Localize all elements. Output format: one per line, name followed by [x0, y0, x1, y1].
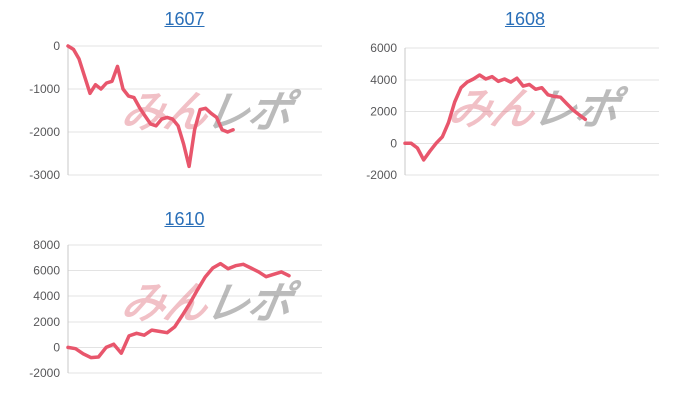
- payout-line: [403, 73, 588, 162]
- y-tick-label: 0: [53, 340, 60, 354]
- chart-title-link-1610[interactable]: 1610: [164, 209, 205, 229]
- y-tick-label: 8000: [33, 238, 60, 252]
- y-tick-label: 4000: [33, 289, 60, 303]
- payout-line: [66, 261, 291, 360]
- chart-title-row: 1607: [19, 9, 350, 30]
- line-chart-1610: 8000 6000 4000 2000 0 -2000 みんレポ: [29, 238, 322, 380]
- y-tick-label: 2000: [33, 315, 60, 329]
- chart-panel-1608: 1608 6000 4000 2000 0 -2000 みんレポ: [350, 0, 700, 200]
- svg-text:みんレポ: みんレポ: [118, 88, 303, 137]
- minrepo-watermark: みんレポ: [118, 88, 303, 137]
- y-tick-label: -3000: [29, 168, 60, 182]
- chart-title-link-1608[interactable]: 1608: [504, 9, 546, 29]
- svg-text:みんレポ: みんレポ: [118, 279, 303, 328]
- y-tick-label: 6000: [33, 264, 60, 278]
- payout-line: [66, 44, 235, 169]
- chart-panel-1607: 1607 0 -1000 -2000 -3000 みんレポ: [0, 0, 350, 200]
- chart-title-row: 1610: [19, 209, 350, 230]
- y-tick-label: -2000: [29, 366, 60, 380]
- y-tick-label: -2000: [29, 125, 60, 139]
- chart-panel-1610: 1610 8000 6000 4000 2000 0 -2000 みんレポ: [0, 200, 350, 400]
- y-tick-label: -2000: [366, 168, 397, 182]
- svg-text:みんレポ: みんレポ: [445, 85, 630, 134]
- y-tick-label: 0: [390, 136, 397, 150]
- line-chart-1608: 6000 4000 2000 0 -2000 みんレポ: [366, 41, 659, 182]
- chart-title-link-1607[interactable]: 1607: [164, 9, 205, 29]
- y-tick-label: 4000: [370, 73, 397, 87]
- y-tick-label: -1000: [29, 82, 60, 96]
- y-tick-label: 6000: [370, 41, 397, 55]
- y-tick-label: 2000: [370, 105, 397, 119]
- minrepo-watermark: みんレポ: [118, 279, 303, 328]
- line-chart-1607: 0 -1000 -2000 -3000 みんレポ: [29, 39, 322, 182]
- y-tick-label: 0: [53, 39, 60, 53]
- chart-title-row: 1608: [350, 9, 700, 30]
- minrepo-watermark: みんレポ: [445, 85, 630, 134]
